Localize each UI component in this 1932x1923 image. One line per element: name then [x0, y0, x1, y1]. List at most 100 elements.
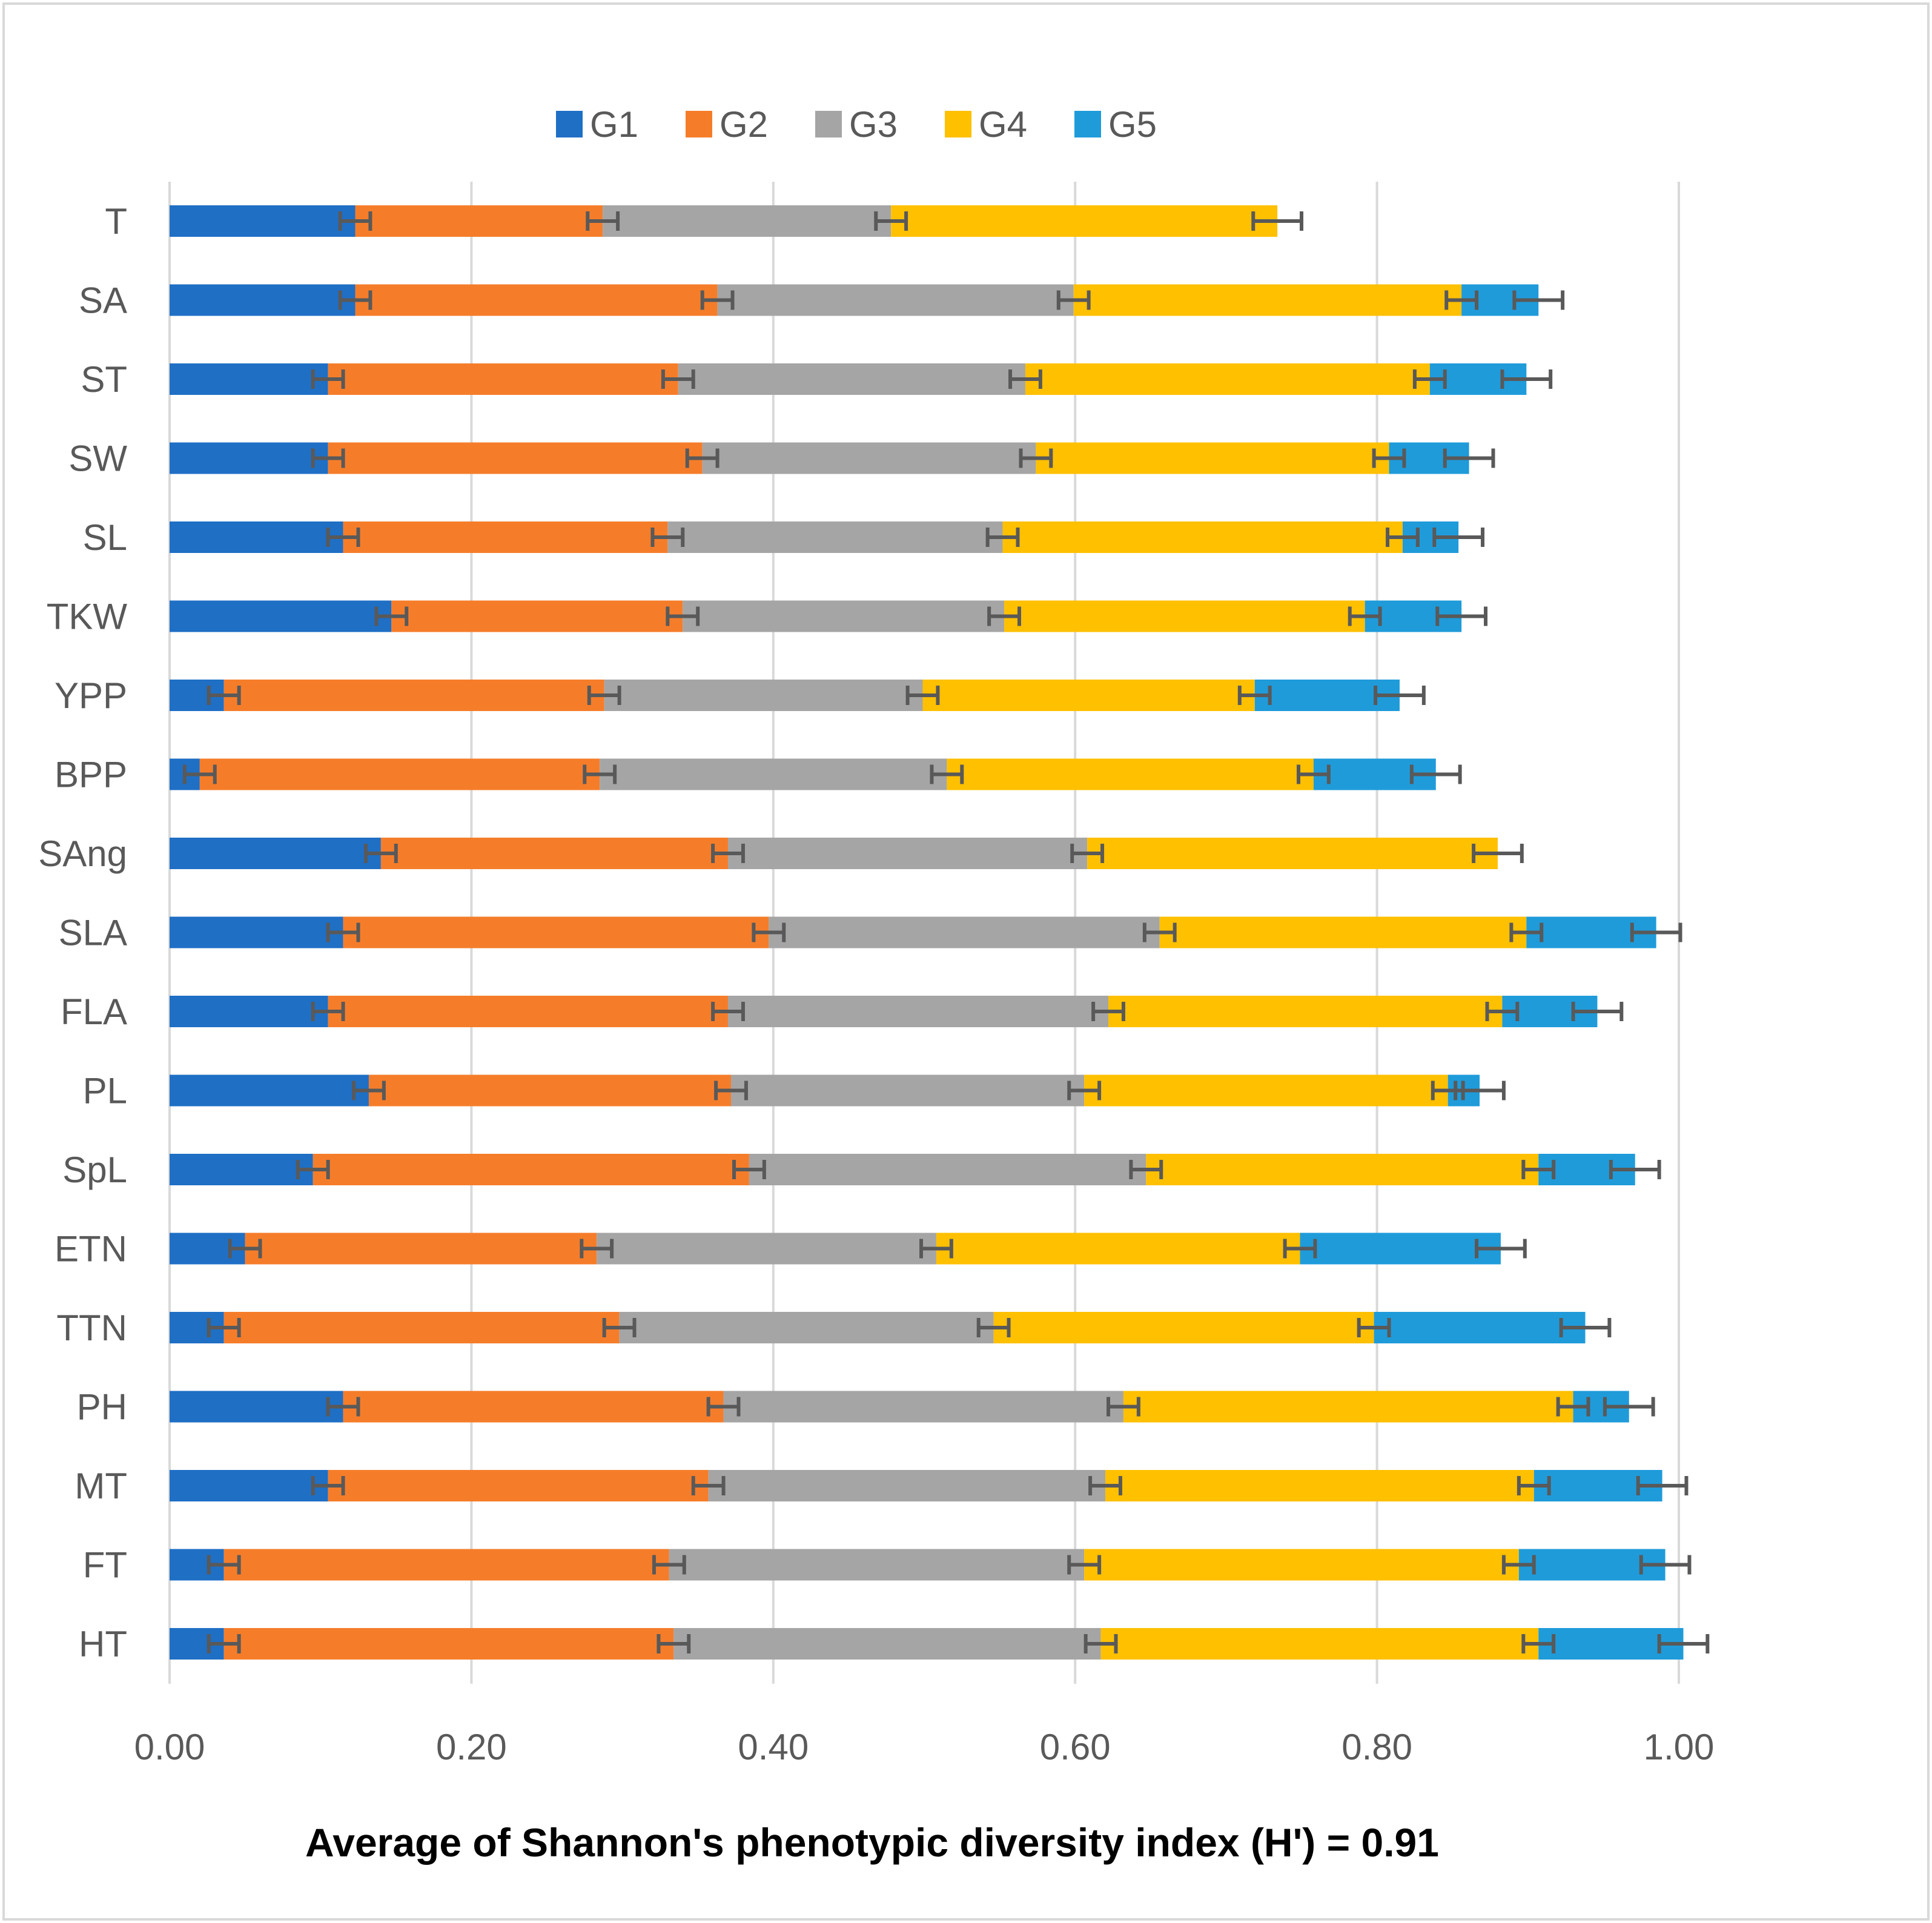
error-bar-MT-G4 [1517, 1476, 1551, 1495]
bar-HT-G3 [673, 1628, 1101, 1660]
error-bar-TTN-G1 [207, 1318, 241, 1337]
bar-PL-G1 [170, 1074, 369, 1107]
bar-YPP-G2 [223, 680, 604, 711]
error-bar-PL-G1 [352, 1081, 386, 1101]
category-label-ST: ST [81, 359, 127, 400]
bar-FLA-G3 [728, 996, 1109, 1027]
legend-label: G2 [720, 104, 768, 145]
error-bar-SW-G2 [685, 448, 720, 468]
legend: G1 G2 G3 G4 G5 [556, 104, 1157, 145]
bar-SW-G3 [702, 442, 1036, 474]
x-tick-label: 0.40 [738, 1727, 809, 1767]
error-bar-TTN-G3 [976, 1318, 1011, 1337]
bar-SA-G2 [355, 284, 718, 316]
bar-PL-G3 [731, 1074, 1085, 1107]
bar-PH-G3 [723, 1391, 1123, 1423]
bar-BPP-G3 [600, 758, 947, 790]
error-bar-SA-total [1512, 290, 1565, 310]
bar-SL-G1 [170, 521, 343, 553]
category-label-YPP: YPP [55, 675, 127, 716]
error-bar-FLA-total [1571, 1002, 1624, 1021]
bar-SAng-G1 [170, 838, 381, 869]
error-bar-T-total [1251, 211, 1303, 231]
bar-SpL-G4 [1146, 1154, 1539, 1185]
bar-SAng-G3 [728, 838, 1088, 869]
error-bar-T-G1 [338, 211, 372, 231]
bar-SAng-G4 [1087, 838, 1498, 869]
error-bar-YPP-G3 [905, 686, 940, 705]
error-bar-FT-G3 [1067, 1555, 1102, 1575]
error-bar-SAng-G1 [363, 844, 398, 863]
error-bar-PH-total [1603, 1397, 1655, 1417]
error-bar-ST-G2 [661, 369, 695, 389]
error-bar-FT-G1 [207, 1555, 241, 1575]
error-bars [182, 211, 1710, 1653]
legend-item-G1: G1 [556, 104, 638, 145]
error-bar-TKW-G4 [1348, 606, 1382, 626]
error-bar-SLA-G3 [1142, 922, 1177, 942]
bar-ST-G2 [328, 363, 678, 395]
bar-SL-G2 [343, 521, 668, 553]
legend-swatch [815, 111, 842, 137]
bar-PL-G4 [1084, 1074, 1448, 1107]
error-bar-SL-G2 [650, 528, 685, 547]
bar-SL-G3 [667, 521, 1003, 553]
bar-SLA-G4 [1159, 916, 1527, 948]
category-label-SW: SW [68, 439, 127, 479]
category-label-ETN: ETN [55, 1229, 127, 1269]
chart-caption: Average of Shannon's phenotypic diversit… [305, 1820, 1439, 1865]
bar-TTN-G2 [223, 1312, 620, 1343]
error-bar-MT-G3 [1088, 1476, 1122, 1495]
error-bar-ETN-G1 [228, 1239, 262, 1259]
error-bar-MT-total [1636, 1476, 1689, 1495]
category-label-FLA: FLA [61, 991, 127, 1032]
category-label-SAng: SAng [38, 833, 127, 874]
bar-ETN-G3 [597, 1233, 936, 1265]
error-bar-FT-G2 [652, 1555, 686, 1575]
error-bar-ST-total [1500, 369, 1553, 389]
bar-HT-G2 [223, 1628, 674, 1660]
bar-SpL-G2 [313, 1154, 749, 1185]
error-bar-TKW-G1 [374, 606, 409, 626]
error-bar-SLA-G4 [1509, 922, 1544, 942]
bar-SA-G1 [170, 284, 356, 316]
legend-swatch [945, 111, 971, 137]
bar-HT-G4 [1100, 1628, 1539, 1660]
bar-TKW-G3 [683, 600, 1005, 632]
error-bar-T-G3 [874, 211, 908, 231]
error-bar-ETN-G4 [1283, 1239, 1317, 1259]
legend-label: G4 [979, 104, 1027, 145]
error-bar-HT-G1 [207, 1634, 241, 1653]
legend-item-G2: G2 [686, 104, 768, 145]
bar-TKW-G2 [391, 600, 683, 632]
bar-SL-G4 [1002, 521, 1403, 553]
error-bar-SLA-total [1630, 922, 1682, 942]
bar-TTN-G4 [993, 1312, 1374, 1343]
bar-MT-G4 [1105, 1470, 1534, 1501]
error-bar-BPP-G3 [930, 764, 964, 784]
error-bar-BPP-G4 [1297, 764, 1331, 784]
error-bar-SpL-G2 [732, 1160, 766, 1179]
x-tick-label: 0.80 [1341, 1727, 1412, 1767]
error-bar-SW-G4 [1372, 448, 1406, 468]
error-bar-SW-G1 [311, 448, 345, 468]
error-bar-FLA-G3 [1091, 1002, 1125, 1021]
error-bar-ST-G3 [1008, 369, 1042, 389]
bar-SpL-G1 [170, 1154, 313, 1185]
bar-BPP-G4 [947, 758, 1314, 790]
error-bar-SLA-G1 [326, 922, 360, 942]
error-bar-TTN-G2 [602, 1318, 637, 1337]
error-bar-SpL-G4 [1521, 1160, 1556, 1179]
bar-SpL-G3 [749, 1154, 1146, 1185]
bar-ETN-G2 [245, 1233, 597, 1265]
category-label-HT: HT [79, 1624, 127, 1664]
category-label-PL: PL [83, 1071, 127, 1111]
category-label-FT: FT [83, 1545, 127, 1586]
bar-TKW-G4 [1004, 600, 1365, 632]
error-bar-PL-total [1454, 1081, 1506, 1101]
bar-T-G2 [355, 205, 603, 237]
bar-T-G3 [603, 205, 892, 237]
error-bar-HT-total [1657, 1634, 1710, 1653]
legend-item-G4: G4 [945, 104, 1027, 145]
error-bar-PL-G2 [714, 1081, 748, 1101]
